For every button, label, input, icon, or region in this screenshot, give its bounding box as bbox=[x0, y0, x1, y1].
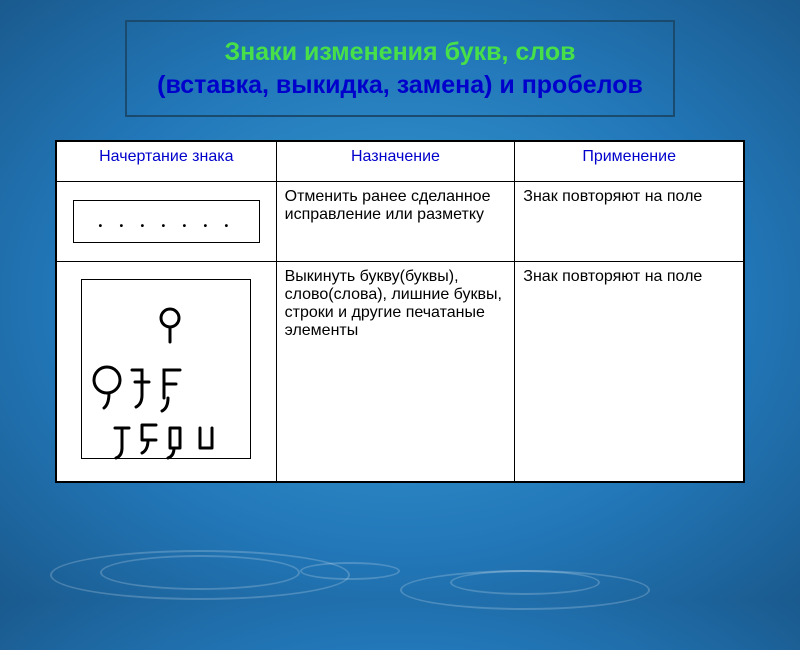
dots-sign-icon: . . . . . . . bbox=[73, 200, 260, 243]
title-line1: Знаки изменения букв, слов bbox=[137, 36, 663, 69]
proofreading-table: Начертание знака Назначение Применение .… bbox=[55, 140, 745, 483]
sign-cell-dots: . . . . . . . bbox=[57, 182, 277, 262]
table-row: Выкинуть букву(буквы), слово(слова), лиш… bbox=[57, 262, 744, 482]
table-row: . . . . . . . Отменить ранее сделанное и… bbox=[57, 182, 744, 262]
header-sign: Начертание знака bbox=[57, 142, 277, 182]
purpose-cell: Выкинуть букву(буквы), слово(слова), лиш… bbox=[276, 262, 515, 482]
header-usage: Применение bbox=[515, 142, 744, 182]
usage-cell: Знак повторяют на поле bbox=[515, 262, 744, 482]
title-box: Знаки изменения букв, слов (вставка, вык… bbox=[125, 20, 675, 117]
header-purpose: Назначение bbox=[276, 142, 515, 182]
table-header-row: Начертание знака Назначение Применение bbox=[57, 142, 744, 182]
sign-cell-delete-marks bbox=[57, 262, 277, 482]
purpose-cell: Отменить ранее сделанное исправление или… bbox=[276, 182, 515, 262]
usage-cell: Знак повторяют на поле bbox=[515, 182, 744, 262]
delete-marks-icon bbox=[81, 279, 251, 459]
title-line2: (вставка, выкидка, замена) и пробелов bbox=[137, 69, 663, 102]
